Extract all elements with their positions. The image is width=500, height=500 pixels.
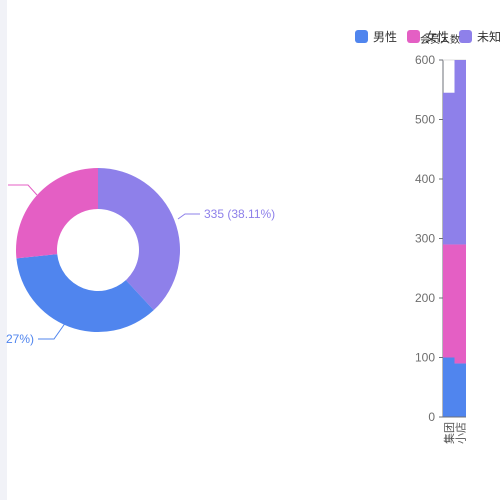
- overlapping-legend-text: 会员人数: [420, 35, 460, 46]
- y-tick-label: 300: [415, 232, 435, 246]
- legend-item-female[interactable]: 女性: [407, 28, 449, 45]
- y-tick-label: 200: [415, 291, 435, 305]
- legend-swatch-unknown: [459, 29, 473, 43]
- bar-segment-male[interactable]: [443, 357, 455, 418]
- pie-label-line-male: [38, 321, 67, 340]
- pie-slice-female[interactable]: [15, 168, 98, 259]
- donut-chart: 335 (38.11%) 27%): [6, 168, 275, 346]
- y-tick-label: 400: [415, 172, 435, 186]
- legend-swatch-female: [407, 29, 421, 43]
- y-tick-label: 0: [428, 410, 435, 424]
- pie-label-unknown: 335 (38.11%): [204, 207, 275, 221]
- pie-slice-unknown[interactable]: [98, 168, 180, 311]
- y-tick-label: 100: [415, 351, 435, 365]
- legend-label-male: 男性: [373, 29, 398, 44]
- left-panel-edge: [0, 0, 7, 500]
- y-tick-label: 500: [415, 113, 435, 127]
- legend-label-unknown: 未知: [477, 29, 500, 44]
- pie-label-male: 27%): [6, 332, 34, 346]
- pie-slice-male[interactable]: [16, 254, 154, 332]
- pie-label-line-unknown: [177, 213, 200, 220]
- bar-segment-female[interactable]: [454, 244, 467, 364]
- pie-label-line-female: [8, 184, 38, 196]
- bar-segment-unknown[interactable]: [454, 60, 467, 245]
- x-category-label: 集团: [442, 422, 456, 444]
- y-tick-label: 600: [415, 53, 435, 67]
- bar-segment-male[interactable]: [454, 363, 467, 417]
- chart-legend: 男性 女性 未知: [355, 27, 500, 45]
- legend-item-male[interactable]: 男性: [355, 28, 397, 45]
- x-category-label: 小店: [453, 422, 467, 444]
- legend-label-female: 女性: [425, 29, 450, 44]
- bar-segment-female[interactable]: [443, 244, 455, 358]
- bar-segment-unknown[interactable]: [443, 92, 455, 245]
- legend-item-unknown[interactable]: 未知: [459, 28, 500, 45]
- legend-swatch-male: [355, 29, 368, 43]
